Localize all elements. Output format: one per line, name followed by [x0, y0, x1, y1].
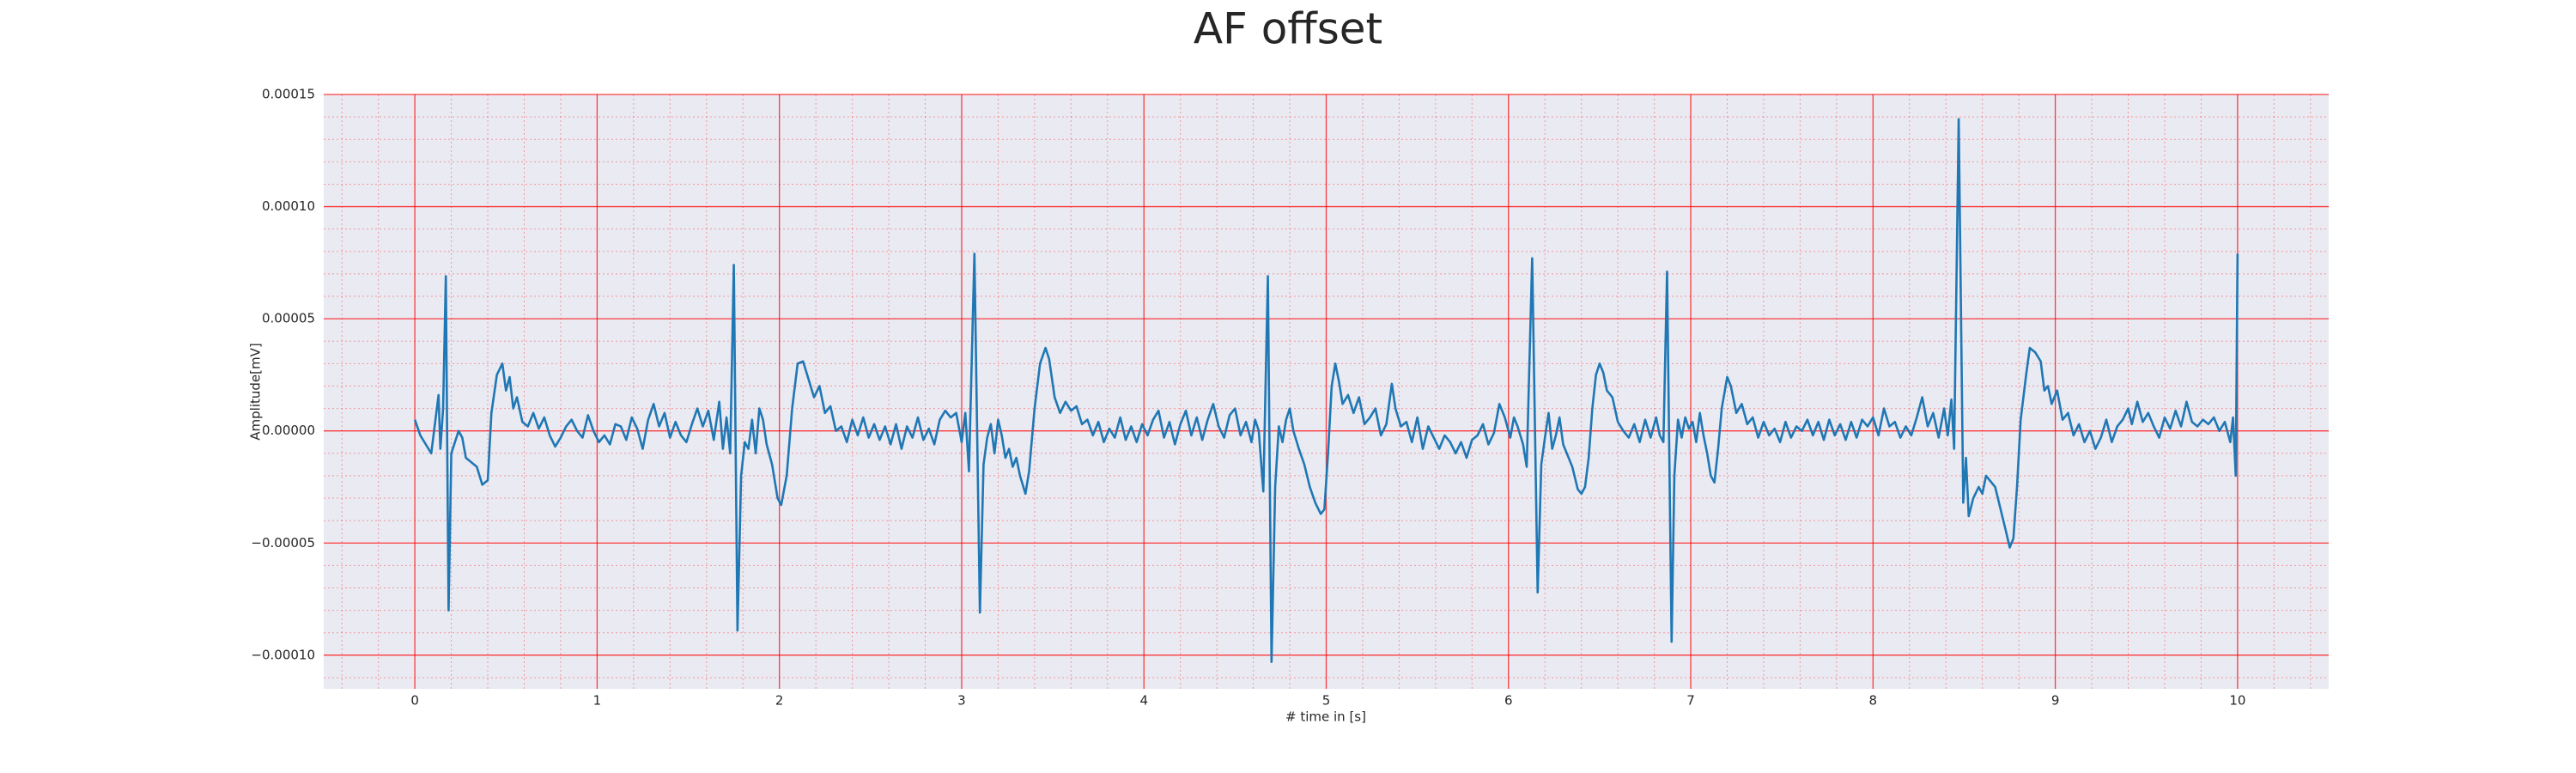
y-tick-label: 0.00000 [262, 423, 315, 438]
x-tick-label: 7 [1686, 693, 1695, 709]
x-tick-label: 4 [1139, 693, 1148, 709]
y-tick-label: −0.00010 [251, 647, 315, 662]
grid [324, 94, 2329, 689]
x-tick-label: 8 [1869, 693, 1878, 709]
x-tick-label: 0 [410, 693, 419, 709]
x-tick-label: 5 [1322, 693, 1331, 709]
y-tick-label: 0.00005 [262, 311, 315, 326]
x-tick-label: 3 [957, 693, 966, 709]
x-tick-label: 10 [2229, 693, 2245, 709]
data-line [413, 118, 2239, 663]
y-tick-label: 0.00010 [262, 198, 315, 214]
chart-title: AF offset [1194, 4, 1382, 54]
marks [413, 118, 2239, 663]
y-tick-label: 0.00015 [262, 87, 315, 102]
x-tick-label: 1 [593, 693, 602, 709]
x-tick-label: 2 [775, 693, 784, 709]
y-axis-label: Amplitude[mV] [248, 343, 264, 440]
x-tick-label: 6 [1504, 693, 1513, 709]
y-tick-label: −0.00005 [251, 535, 315, 551]
x-axis-label: # time in [s] [1285, 709, 1366, 725]
x-tick-label: 9 [2051, 693, 2060, 709]
